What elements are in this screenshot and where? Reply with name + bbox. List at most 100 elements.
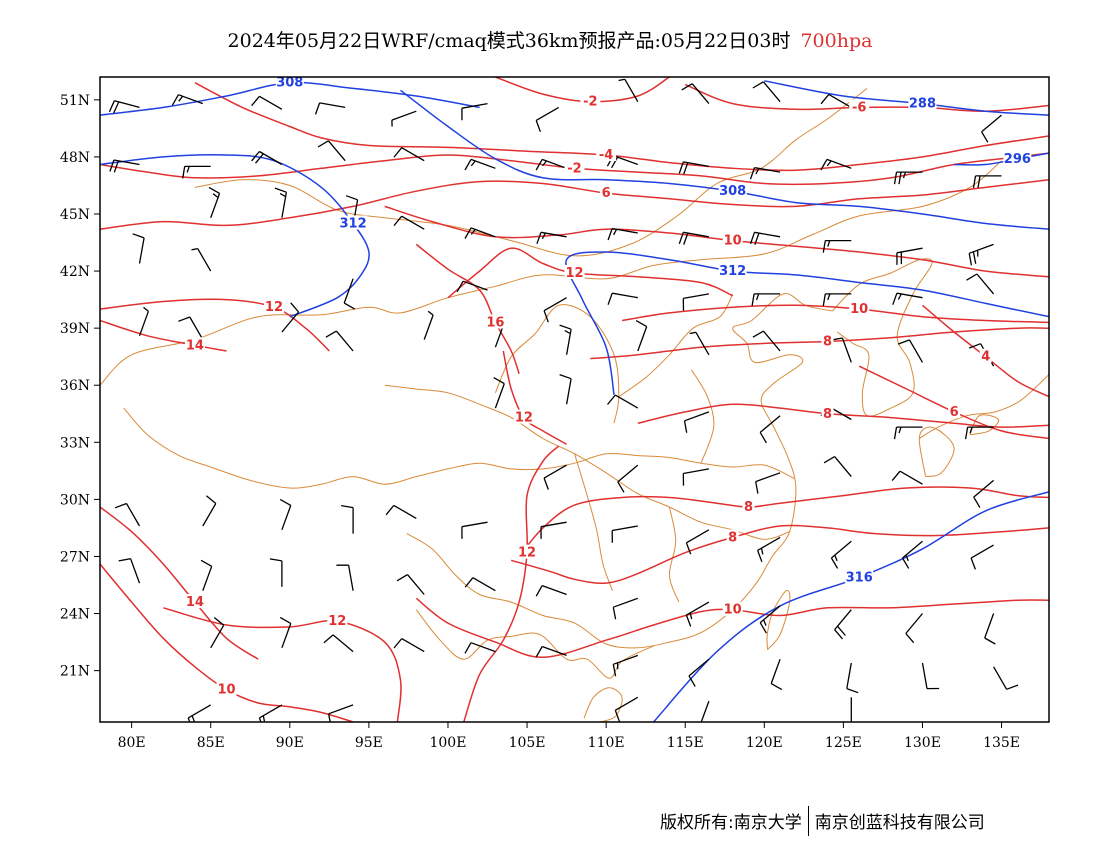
wind-barb (171, 94, 204, 106)
contour-label: 6 (950, 405, 959, 420)
contour-label: 12 (328, 614, 346, 629)
wind-barb (464, 158, 496, 171)
contour-line (565, 251, 1049, 395)
wind-barb (897, 339, 924, 363)
wind-barb (752, 330, 781, 352)
wind-barb (535, 645, 567, 658)
contour-label-bg (849, 99, 870, 114)
contour-label: -4 (599, 148, 613, 163)
wind-barb (846, 662, 859, 694)
wind-barb (493, 377, 505, 409)
wind-barb (614, 696, 639, 722)
lat-tick-label: 42N (60, 264, 90, 280)
wind-barb (327, 704, 354, 722)
wind-barb (850, 697, 852, 722)
contour-label-bg (580, 93, 601, 108)
contour-line (621, 304, 1049, 324)
contour-label-bg (327, 613, 348, 628)
wind-barb (968, 243, 994, 266)
wind-barb (464, 227, 496, 239)
contour-label: 312 (719, 264, 746, 279)
wind-barb (317, 140, 346, 162)
wind-barb (905, 613, 923, 644)
wind-barb (823, 456, 852, 478)
contour-line (400, 89, 1049, 230)
wind-barb (617, 464, 639, 493)
contour-label: 8 (823, 407, 832, 422)
wind-barb (689, 331, 710, 356)
map-frame (99, 76, 1050, 723)
contour-label: 10 (724, 234, 742, 249)
contour-label-bg (849, 301, 870, 316)
wind-barb (751, 293, 781, 307)
lat-tick-label: 27N (60, 549, 90, 565)
wind-barb (700, 700, 710, 722)
wind-barb (891, 470, 923, 485)
chart-title: 2024年05月22日WRF/cmaq模式36km预报产品:05月22日03时 7… (0, 26, 1100, 53)
wind-barb (752, 81, 781, 103)
wind-barb (749, 231, 781, 245)
border-line (919, 373, 1049, 439)
wind-barb (966, 273, 995, 295)
contour-label-bg (275, 77, 304, 89)
contour-label: -2 (583, 95, 597, 110)
wind-barb (393, 215, 425, 230)
wind-barb (756, 536, 781, 563)
contour-line (100, 298, 330, 352)
lon-tick-label: 100E (429, 735, 466, 751)
border-line (384, 384, 790, 540)
wind-barb (385, 504, 417, 519)
wind-barb (274, 187, 288, 218)
wind-barb (822, 239, 852, 253)
contour-label-bg (513, 409, 534, 424)
contour-label: 14 (186, 338, 204, 353)
contour-label: 308 (719, 184, 746, 199)
contour-label-bg (339, 215, 368, 230)
contour-label-bg (184, 337, 205, 352)
contour-label-bg (564, 264, 585, 279)
contour-label: 10 (850, 302, 868, 317)
contour-label-bg (718, 183, 747, 198)
contour-label-bg (517, 544, 538, 559)
contour-line (954, 152, 1049, 166)
lon-tick-label: 105E (509, 735, 546, 751)
wind-barb (108, 100, 140, 114)
wind-barb (559, 373, 572, 405)
contour-label-bg (821, 405, 834, 420)
wind-barb (391, 110, 417, 127)
lon-tick-label: 80E (118, 735, 146, 751)
lon-tick-label: 125E (825, 735, 862, 751)
wind-barb (681, 83, 710, 105)
wind-barb (423, 310, 434, 340)
contour-label-bg (216, 681, 237, 696)
wind-barb (279, 616, 292, 649)
contour-label-bg (1003, 150, 1032, 165)
wind-barb (325, 330, 354, 352)
wind-barb (343, 278, 356, 310)
wind-barb (535, 584, 567, 597)
wind-barb (893, 171, 923, 185)
border-line (691, 369, 715, 464)
wind-barb (830, 540, 852, 569)
wind-barb (834, 609, 852, 640)
wind-barb (759, 415, 781, 444)
wind-barb (138, 306, 150, 337)
wind-barb (612, 597, 639, 620)
wind-barb (535, 158, 567, 171)
wind-barb (611, 525, 638, 543)
wind-barb (682, 468, 710, 486)
wind-barb (464, 642, 496, 654)
wind-barb (896, 247, 923, 265)
wind-barb (993, 666, 1019, 690)
wind-barb (461, 521, 488, 539)
contour-line (858, 365, 1049, 440)
contour-label-bg (845, 569, 874, 584)
contour-line (100, 319, 227, 352)
contour-label: -6 (852, 100, 866, 115)
lon-tick-label: 110E (588, 735, 625, 751)
wind-barb (461, 102, 488, 121)
wind-barb (109, 159, 140, 173)
contour-label: 10 (724, 603, 742, 618)
wind-barb (635, 320, 648, 352)
wind-barb (559, 324, 572, 355)
